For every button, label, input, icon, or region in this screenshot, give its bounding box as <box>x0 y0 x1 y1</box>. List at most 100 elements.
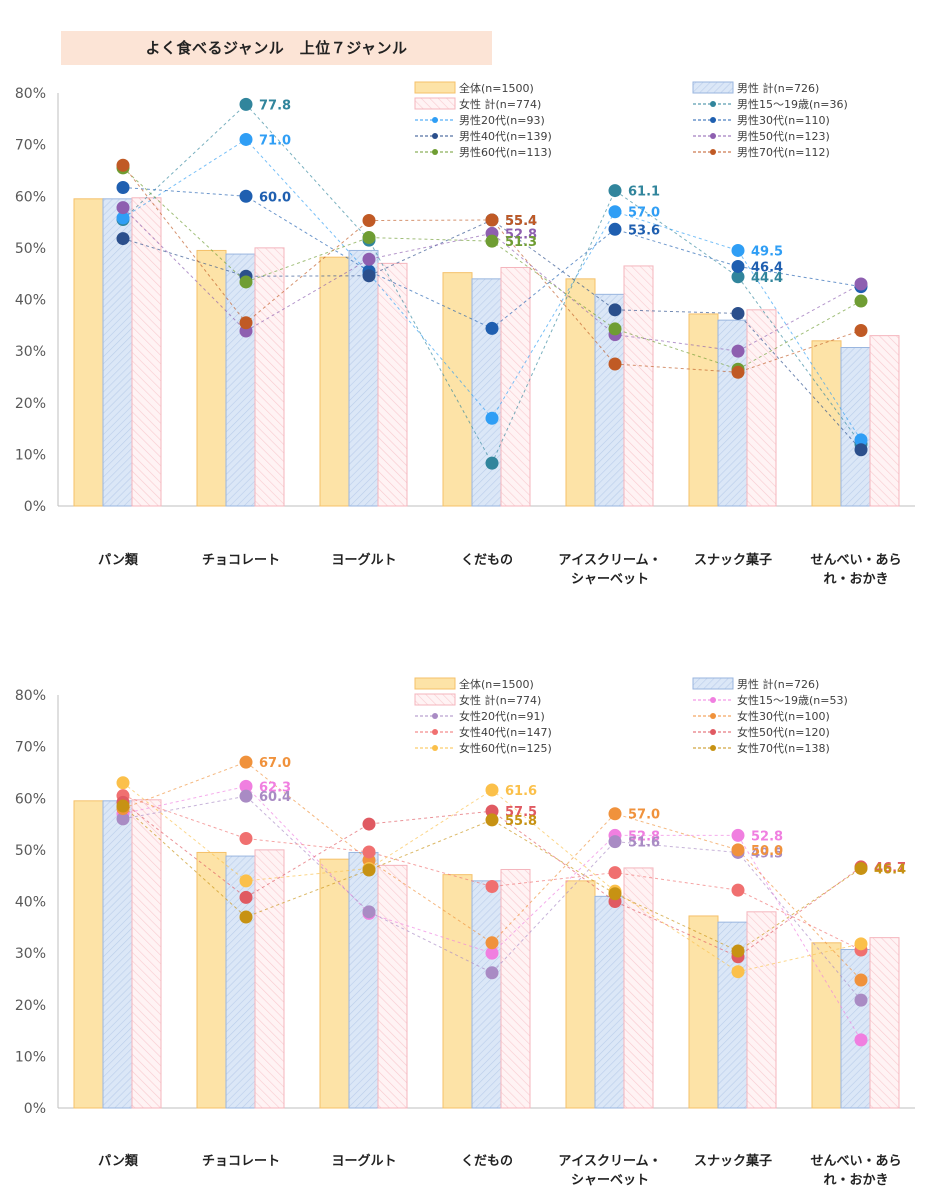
y-tick-label: 70% <box>15 138 46 154</box>
data-label: 52.8 <box>505 227 537 242</box>
data-label: 46.4 <box>751 260 783 275</box>
data-point <box>854 294 868 308</box>
data-point <box>239 132 253 146</box>
data-point <box>116 180 130 194</box>
bar <box>840 347 871 507</box>
bar <box>348 249 379 507</box>
category-label: スナック菓子 <box>694 552 772 568</box>
data-point <box>239 316 253 330</box>
legend-swatch-dot <box>710 745 716 751</box>
legend-swatch <box>692 81 734 94</box>
y-tick-label: 80% <box>15 688 46 704</box>
data-label: 44.4 <box>751 271 783 286</box>
data-point <box>608 807 622 821</box>
legend-label: 女性60代(n=125) <box>459 741 552 755</box>
data-point <box>608 303 622 317</box>
data-label: 57.0 <box>628 206 660 221</box>
data-point <box>731 344 745 358</box>
bar <box>840 949 871 1109</box>
bar <box>471 880 502 1109</box>
data-point <box>239 832 253 846</box>
legend-label: 男性 計(n=726) <box>737 677 819 691</box>
data-point <box>608 835 622 849</box>
data-point <box>731 365 745 379</box>
bar <box>196 249 227 507</box>
y-tick-label: 50% <box>15 843 46 859</box>
data-point <box>485 783 499 797</box>
data-label: 61.6 <box>505 784 537 799</box>
bar <box>688 915 719 1109</box>
y-tick-label: 60% <box>15 189 46 205</box>
bar <box>746 309 777 507</box>
data-point <box>116 158 130 172</box>
data-point <box>485 234 499 248</box>
data-point <box>239 189 253 203</box>
data-point <box>239 97 253 111</box>
bar <box>565 278 596 507</box>
data-point <box>608 887 622 901</box>
data-label: 71.0 <box>259 133 291 148</box>
data-point <box>854 277 868 291</box>
y-tick-label: 40% <box>15 293 46 309</box>
data-label: 60.4 <box>259 790 291 805</box>
category-label: パン類 <box>98 553 139 568</box>
data-point <box>362 905 376 919</box>
data-label: 57.0 <box>628 808 660 823</box>
data-point <box>239 755 253 769</box>
data-label: 55.4 <box>505 214 537 229</box>
data-label: 61.1 <box>628 185 660 200</box>
bar <box>73 198 104 507</box>
legend-swatch-dot <box>710 133 716 139</box>
data-label: 55.8 <box>505 814 537 829</box>
legend-label: 男性30代(n=110) <box>737 113 830 127</box>
bar <box>377 262 408 507</box>
data-point <box>485 456 499 470</box>
legend-swatch <box>414 97 456 110</box>
bar <box>102 800 133 1109</box>
legend-label: 女性40代(n=147) <box>459 725 552 739</box>
data-point <box>116 776 130 790</box>
data-point <box>854 973 868 987</box>
bar <box>811 340 842 507</box>
category-label: くだもの <box>461 1154 513 1169</box>
data-point <box>116 799 130 813</box>
bar <box>442 874 473 1109</box>
data-point <box>731 828 745 842</box>
data-label: 49.5 <box>751 244 783 259</box>
data-point <box>362 863 376 877</box>
data-point <box>485 813 499 827</box>
data-point <box>362 252 376 266</box>
y-tick-label: 50% <box>15 241 46 257</box>
category-label: シャーベット <box>571 1173 649 1188</box>
legend-swatch-dot <box>710 149 716 155</box>
data-point <box>362 214 376 228</box>
legend-swatch-dot <box>710 697 716 703</box>
bar <box>623 265 654 507</box>
bar <box>500 868 531 1109</box>
data-point <box>731 270 745 284</box>
legend-label: 男性50代(n=123) <box>737 129 830 143</box>
data-label: 77.8 <box>259 98 291 113</box>
bar <box>746 911 777 1109</box>
legend-label: 男性20代(n=93) <box>459 113 545 127</box>
legend-label: 女性20代(n=91) <box>459 709 545 723</box>
bar <box>594 895 625 1109</box>
data-point <box>731 843 745 857</box>
legend-swatch <box>414 693 456 706</box>
bar <box>196 851 227 1109</box>
bar <box>131 197 162 507</box>
category-label: シャーベット <box>571 572 649 587</box>
data-point <box>731 965 745 979</box>
data-point <box>485 213 499 227</box>
data-point <box>239 789 253 803</box>
data-point <box>116 232 130 246</box>
category-label: アイスクリーム・ <box>558 553 661 568</box>
legend-label: 女性15～19歳(n=53) <box>737 693 848 707</box>
data-point <box>608 866 622 880</box>
data-point <box>485 966 499 980</box>
data-point <box>362 845 376 859</box>
data-point <box>239 779 253 793</box>
legend-label: 男性60代(n=113) <box>459 145 552 159</box>
data-point <box>854 861 868 875</box>
bar <box>500 266 531 507</box>
